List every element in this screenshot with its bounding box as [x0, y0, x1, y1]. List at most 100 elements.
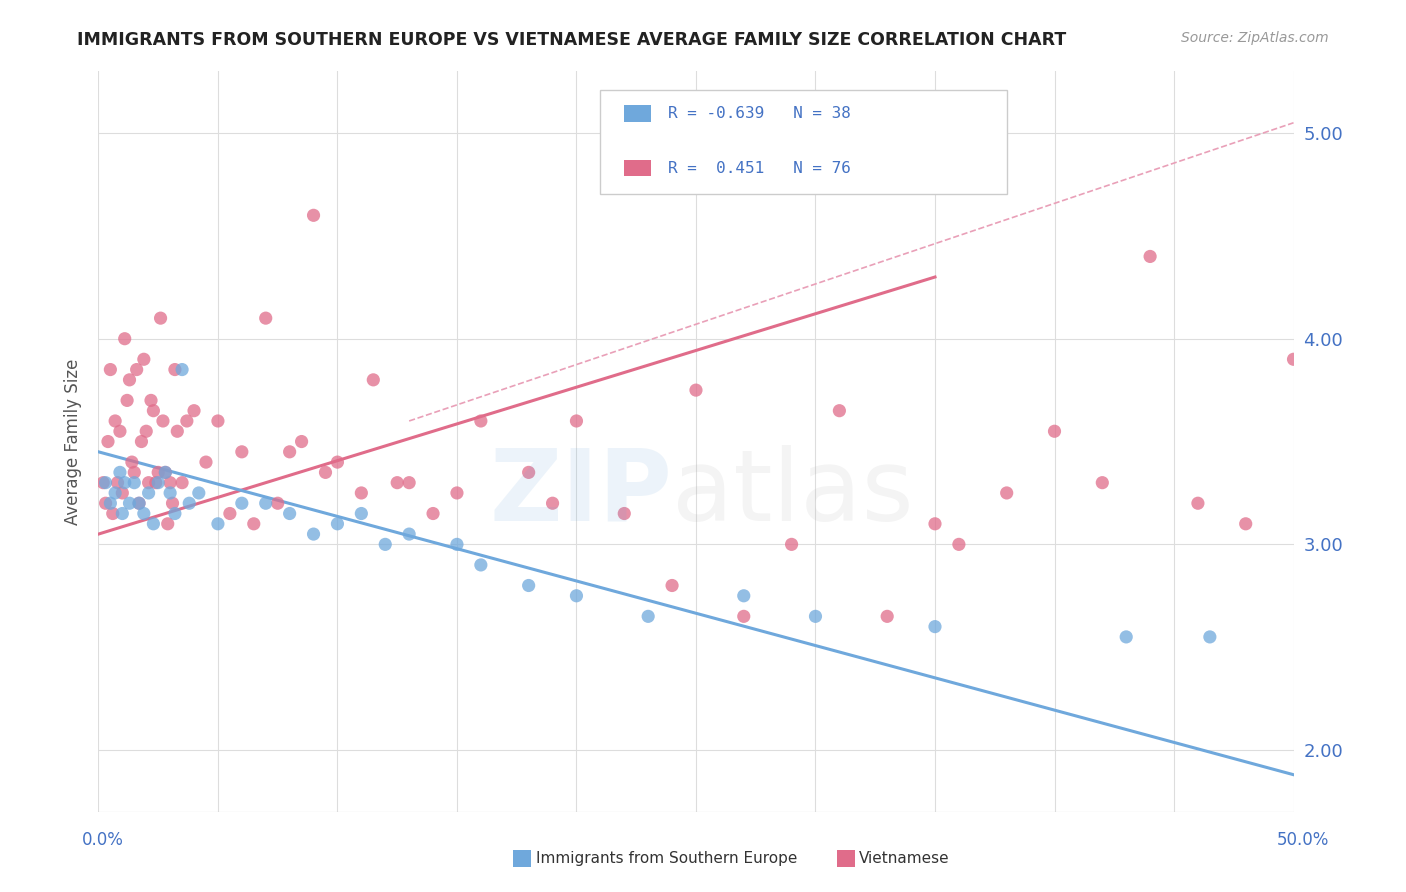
Point [804, 609, 827, 624]
Point [176, 414, 198, 428]
Point [1043, 424, 1066, 438]
Point [142, 516, 165, 531]
Point [470, 414, 492, 428]
Point [661, 578, 683, 592]
Point [114, 332, 136, 346]
Point [172, 475, 194, 490]
Point [243, 516, 266, 531]
Point [517, 578, 540, 592]
Point [1378, 228, 1400, 243]
Point [326, 455, 349, 469]
Point [995, 486, 1018, 500]
Point [470, 558, 492, 572]
Bar [513, 850, 531, 867]
Point [172, 362, 194, 376]
Point [374, 537, 396, 551]
Point [350, 486, 373, 500]
Text: Source: ZipAtlas.com: Source: ZipAtlas.com [1181, 31, 1329, 45]
Point [97, 434, 120, 449]
Point [565, 414, 588, 428]
Point [138, 486, 160, 500]
Point [128, 496, 150, 510]
Point [876, 609, 898, 624]
Text: Immigrants from Southern Europe: Immigrants from Southern Europe [536, 851, 797, 865]
Text: 50.0%: 50.0% [1277, 831, 1329, 849]
Point [254, 311, 277, 326]
FancyBboxPatch shape [624, 161, 651, 177]
Point [637, 609, 659, 624]
Text: 0.0%: 0.0% [82, 831, 124, 849]
Point [145, 475, 167, 490]
Point [733, 609, 755, 624]
Point [156, 516, 179, 531]
Point [363, 373, 385, 387]
Point [948, 537, 970, 551]
Point [108, 424, 131, 438]
Point [278, 507, 301, 521]
Point [135, 424, 157, 438]
Point [291, 434, 314, 449]
Point [104, 486, 127, 500]
Point [733, 589, 755, 603]
Point [446, 486, 468, 500]
Point [128, 496, 150, 510]
Point [138, 475, 160, 490]
Text: R =  0.451   N = 76: R = 0.451 N = 76 [668, 161, 852, 176]
Text: ZIP: ZIP [489, 445, 672, 541]
Point [155, 466, 177, 480]
Point [350, 507, 373, 521]
Point [132, 507, 155, 521]
Point [149, 311, 172, 326]
Point [1115, 630, 1137, 644]
Point [207, 516, 229, 531]
Point [1139, 249, 1161, 264]
Point [1199, 630, 1222, 644]
Point [114, 475, 136, 490]
FancyBboxPatch shape [600, 90, 1007, 194]
Point [111, 507, 134, 521]
Point [278, 445, 301, 459]
Text: atlas: atlas [672, 445, 914, 541]
Point [924, 619, 946, 633]
Point [159, 486, 181, 500]
Point [131, 434, 153, 449]
Point [111, 486, 134, 500]
Y-axis label: Average Family Size: Average Family Size [63, 359, 82, 524]
Point [398, 527, 420, 541]
Point [231, 445, 253, 459]
Point [613, 507, 636, 521]
Point [166, 424, 188, 438]
Point [385, 475, 409, 490]
Point [780, 537, 803, 551]
Point [1234, 516, 1257, 531]
Point [315, 466, 337, 480]
Point [685, 383, 707, 397]
Point [148, 475, 170, 490]
Point [302, 527, 325, 541]
Point [162, 496, 184, 510]
Point [148, 466, 170, 480]
FancyBboxPatch shape [624, 105, 651, 121]
Point [118, 373, 141, 387]
Point [219, 507, 242, 521]
Point [1282, 352, 1305, 367]
Point [101, 507, 124, 521]
Point [163, 507, 186, 521]
Text: Vietnamese: Vietnamese [859, 851, 949, 865]
Point [115, 393, 138, 408]
Point [254, 496, 277, 510]
Point [828, 403, 851, 417]
Bar [837, 850, 855, 867]
Point [302, 208, 325, 222]
Point [159, 475, 181, 490]
Point [179, 496, 201, 510]
Point [108, 466, 131, 480]
Point [98, 362, 122, 376]
Point [104, 414, 127, 428]
Point [267, 496, 290, 510]
Point [163, 362, 186, 376]
Point [124, 466, 146, 480]
Point [118, 496, 141, 510]
Point [446, 537, 468, 551]
Point [565, 589, 588, 603]
